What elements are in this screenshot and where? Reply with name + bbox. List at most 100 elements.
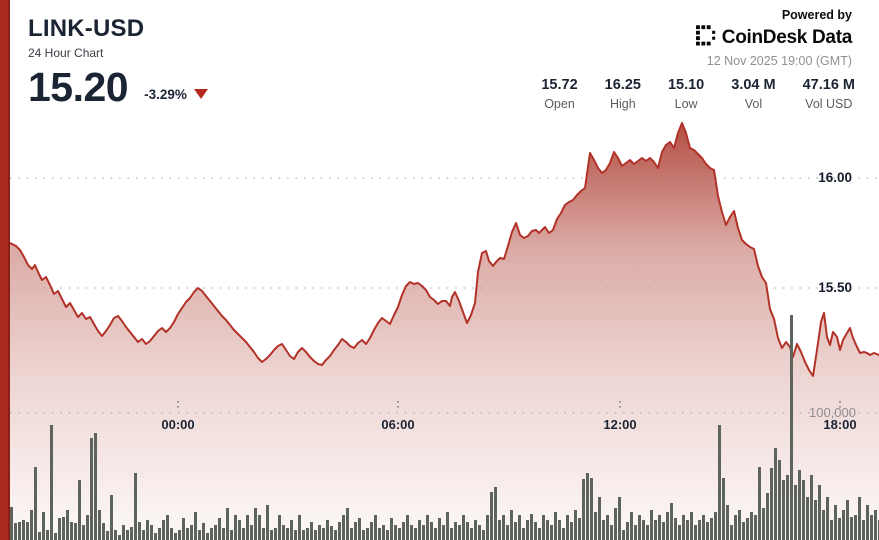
volume-bar [646, 525, 649, 540]
volume-bar [302, 530, 305, 540]
volume-bar [258, 515, 261, 540]
volume-bar [70, 522, 73, 540]
volume-bar [78, 480, 81, 540]
chart-timestamp: 12 Nov 2025 19:00 (GMT) [706, 54, 852, 68]
volume-bar [234, 515, 237, 540]
volume-bar [502, 515, 505, 540]
volume-bar [806, 497, 809, 540]
stat-value: 47.16 M [802, 77, 855, 93]
volume-bar [850, 517, 853, 540]
volume-bar [538, 528, 541, 540]
volume-bar [626, 522, 629, 540]
volume-bar [830, 520, 833, 540]
volume-bar [706, 522, 709, 540]
volume-bar [474, 520, 477, 540]
volume-bar [254, 508, 257, 540]
volume-bar [574, 510, 577, 540]
volume-bar [522, 528, 525, 540]
down-arrow-icon [193, 89, 208, 100]
volume-bar [222, 528, 225, 540]
volume-bar [450, 528, 453, 540]
volume-bar [38, 532, 41, 540]
volume-bar [170, 528, 173, 540]
volume-bar [342, 515, 345, 540]
volume-bar [650, 510, 653, 540]
volume-bar [194, 512, 197, 540]
volume-bar [606, 515, 609, 540]
volume-bar [338, 522, 341, 540]
volume-bar [394, 525, 397, 540]
volume-bar [686, 520, 689, 540]
volume-bar [778, 460, 781, 540]
volume-bar [766, 493, 769, 540]
stat-value: 16.25 [604, 77, 641, 93]
volume-bar [758, 467, 761, 540]
volume-bar [862, 520, 865, 540]
stat-label: High [609, 97, 636, 111]
volume-bar [746, 518, 749, 540]
volume-bar [226, 508, 229, 540]
stat-value: 15.72 [541, 77, 578, 93]
volume-bar [46, 530, 49, 540]
volume-bar [30, 510, 33, 540]
volume-bar [350, 528, 353, 540]
coindesk-logo-icon [695, 25, 716, 51]
volume-bar [62, 517, 65, 540]
volume-bar [190, 525, 193, 540]
volume-bar [178, 530, 181, 540]
stats-row: 15.72 Open 16.25 High 15.10 Low 3.04 M Vol 47.16… [541, 77, 855, 111]
volume-bar [478, 525, 481, 540]
volume-bar [422, 525, 425, 540]
branding-block: Powered by CoinDesk Data 12 Nov 2025 19:… [695, 8, 852, 68]
volume-bar [122, 525, 125, 540]
volume-bar [750, 512, 753, 540]
volume-bar [822, 510, 825, 540]
x-tick [397, 401, 399, 403]
volume-bar [490, 492, 493, 540]
volume-bar [854, 515, 857, 540]
volume-bar [402, 522, 405, 540]
volume-bar [730, 525, 733, 540]
volume-bar [246, 515, 249, 540]
volume-bar [638, 515, 641, 540]
volume-bar [550, 525, 553, 540]
x-tick [619, 401, 621, 403]
volume-bar [602, 520, 605, 540]
volume-bar [134, 473, 137, 540]
volume-bar [238, 520, 241, 540]
volume-bar [322, 528, 325, 540]
volume-bar [314, 530, 317, 540]
volume-bar [250, 525, 253, 540]
stat-vol: 3.04 M Vol [731, 77, 775, 111]
volume-bar [10, 507, 13, 540]
volume-bar [90, 438, 93, 540]
volume-bar [378, 528, 381, 540]
volume-bar [86, 515, 89, 540]
volume-bar [202, 523, 205, 540]
volume-bar [358, 518, 361, 540]
stat-value: 15.10 [667, 77, 705, 93]
volume-bar [542, 515, 545, 540]
volume-bar [866, 505, 869, 540]
volume-bar [334, 530, 337, 540]
volume-bar [526, 520, 529, 540]
volume-bar [290, 520, 293, 540]
volume-bar [698, 520, 701, 540]
volume-bar [414, 528, 417, 540]
stat-label: Vol [744, 97, 763, 111]
volume-bar [870, 515, 873, 540]
volume-bar [114, 530, 117, 540]
volume-bar [514, 522, 517, 540]
stat-label: Vol USD [805, 97, 853, 111]
volume-bar [794, 485, 797, 540]
volume-bar [666, 512, 669, 540]
volume-bar [214, 525, 217, 540]
volume-bar [262, 528, 265, 540]
volume-bar [586, 473, 589, 540]
volume-bar [130, 527, 133, 540]
volume-bar [282, 525, 285, 540]
volume-bar [22, 520, 25, 540]
volume-bar [138, 522, 141, 540]
volume-bar [610, 525, 613, 540]
